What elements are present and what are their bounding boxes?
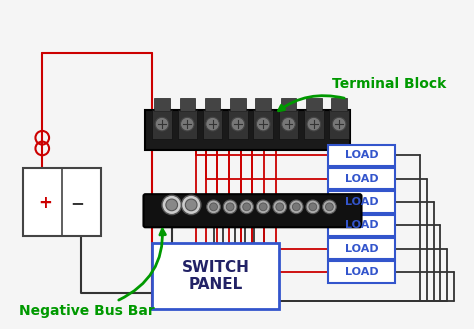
Circle shape bbox=[240, 200, 254, 214]
Circle shape bbox=[290, 200, 303, 214]
Circle shape bbox=[282, 117, 295, 131]
Text: LOAD: LOAD bbox=[345, 150, 378, 160]
Bar bbox=[254, 110, 273, 139]
Text: LOAD: LOAD bbox=[345, 197, 378, 207]
Bar bbox=[255, 98, 271, 112]
Bar bbox=[228, 110, 247, 139]
Text: LOAD: LOAD bbox=[345, 244, 378, 254]
Circle shape bbox=[223, 200, 237, 214]
Bar bbox=[328, 261, 394, 283]
Circle shape bbox=[306, 200, 319, 214]
Circle shape bbox=[231, 117, 245, 131]
Bar bbox=[328, 191, 394, 213]
Bar bbox=[329, 110, 349, 139]
Bar bbox=[146, 110, 350, 150]
Circle shape bbox=[181, 117, 194, 131]
Text: LOAD: LOAD bbox=[345, 220, 378, 230]
Bar bbox=[281, 98, 296, 112]
Bar bbox=[328, 144, 394, 166]
Circle shape bbox=[210, 203, 218, 211]
Text: LOAD: LOAD bbox=[345, 267, 378, 277]
Text: Terminal Block: Terminal Block bbox=[332, 77, 447, 91]
Bar bbox=[205, 98, 220, 112]
Bar bbox=[152, 243, 279, 309]
Circle shape bbox=[326, 203, 333, 211]
Circle shape bbox=[292, 203, 300, 211]
Circle shape bbox=[206, 117, 219, 131]
Bar bbox=[328, 215, 394, 236]
Circle shape bbox=[243, 203, 251, 211]
Circle shape bbox=[155, 117, 169, 131]
Text: −: − bbox=[70, 194, 84, 212]
Circle shape bbox=[259, 203, 267, 211]
Circle shape bbox=[256, 200, 270, 214]
Bar bbox=[279, 110, 298, 139]
Circle shape bbox=[276, 203, 283, 211]
Bar bbox=[328, 238, 394, 259]
Bar bbox=[154, 98, 170, 112]
Text: Negative Bus Bar: Negative Bus Bar bbox=[19, 304, 155, 318]
Circle shape bbox=[185, 199, 197, 211]
Bar bbox=[230, 98, 246, 112]
Text: +: + bbox=[38, 194, 52, 212]
FancyBboxPatch shape bbox=[144, 194, 362, 227]
Bar bbox=[152, 110, 172, 139]
Text: SWITCH
PANEL: SWITCH PANEL bbox=[182, 260, 249, 292]
Circle shape bbox=[332, 117, 346, 131]
Circle shape bbox=[256, 117, 270, 131]
Circle shape bbox=[162, 195, 182, 215]
Circle shape bbox=[166, 199, 178, 211]
Circle shape bbox=[207, 200, 220, 214]
Bar bbox=[23, 168, 100, 236]
Circle shape bbox=[273, 200, 287, 214]
Circle shape bbox=[309, 203, 317, 211]
Bar bbox=[178, 110, 197, 139]
Bar bbox=[328, 168, 394, 189]
Bar bbox=[331, 98, 347, 112]
Text: LOAD: LOAD bbox=[345, 174, 378, 184]
Circle shape bbox=[307, 117, 320, 131]
Bar bbox=[203, 110, 222, 139]
Bar bbox=[306, 98, 321, 112]
Bar bbox=[304, 110, 324, 139]
Circle shape bbox=[323, 200, 336, 214]
Circle shape bbox=[226, 203, 234, 211]
Bar bbox=[180, 98, 195, 112]
Circle shape bbox=[182, 195, 201, 215]
